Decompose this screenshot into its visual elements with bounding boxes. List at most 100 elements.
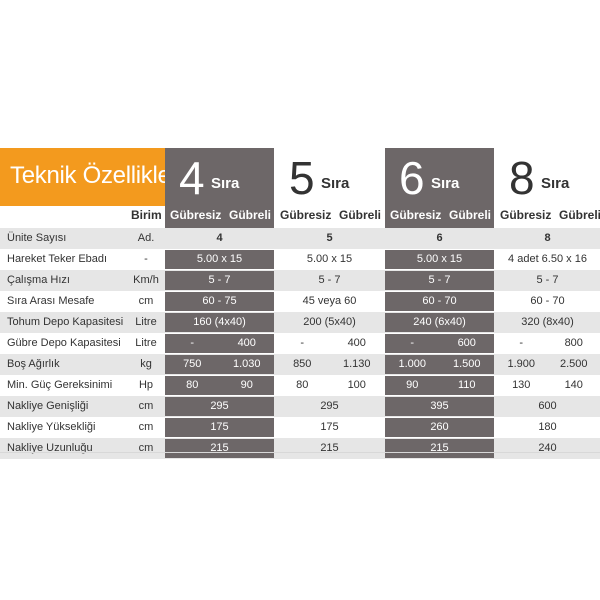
- row-label: Nakliye Genişliği: [7, 400, 89, 412]
- sub-gubreli-6: Gübreli: [449, 208, 492, 222]
- row-label: Nakliye Yüksekliği: [7, 421, 96, 433]
- cell-bg: [385, 397, 494, 416]
- row-label: Min. Güç Gereksinimi: [7, 379, 113, 391]
- cell-value: 6: [436, 232, 443, 244]
- cell-value: 295: [320, 400, 339, 412]
- cell-value: 60 - 70: [422, 295, 457, 307]
- cell-value-a: 90: [406, 379, 419, 391]
- cell-value: 4 adet 6.50 x 16: [508, 253, 587, 265]
- row-unit: -: [144, 253, 148, 265]
- model-8-sira: Sıra: [541, 175, 570, 192]
- row-label: Sıra Arası Mesafe: [7, 295, 95, 307]
- title-banner: [0, 148, 165, 206]
- cell-bg: [165, 313, 274, 332]
- cell-value-a: 1.900: [507, 358, 536, 370]
- model-4-number: 4: [179, 152, 205, 204]
- cell-value: 215: [320, 442, 339, 454]
- cell-value-a: 1.000: [398, 358, 427, 370]
- model-5-number: 5: [289, 152, 315, 204]
- cell-bg: [385, 439, 494, 458]
- cell-bg: [385, 334, 494, 353]
- cell-value: 45 veya 60: [302, 295, 357, 307]
- sub-gubresiz-5: Gübresiz: [280, 208, 332, 222]
- row-unit: cm: [138, 400, 154, 412]
- cell-value-b: 110: [457, 379, 476, 391]
- page-title: Teknik Özellikler: [10, 162, 179, 189]
- model-6-sira: Sıra: [431, 175, 460, 192]
- cell-bg: [385, 250, 494, 269]
- unit-header: Birim: [131, 208, 162, 222]
- sub-gubreli-4: Gübreli: [229, 208, 272, 222]
- cell-value: 5.00 x 15: [196, 253, 243, 265]
- cell-bg: [165, 271, 274, 290]
- cell-value: 200 (5x40): [303, 316, 356, 328]
- cell-value-b: 140: [564, 379, 583, 391]
- cell-value: 60 - 70: [530, 295, 565, 307]
- row-unit: Km/h: [133, 274, 159, 286]
- cell-bg: [165, 355, 274, 374]
- cell-value: 215: [430, 442, 449, 454]
- sub-gubresiz-8: Gübresiz: [500, 208, 552, 222]
- row-label: Hareket Teker Ebadı: [7, 253, 108, 265]
- cell-value: 5 - 7: [318, 274, 341, 286]
- cell-bg: [385, 376, 494, 395]
- model-4-sira: Sıra: [211, 175, 240, 192]
- cell-value: 5 - 7: [536, 274, 559, 286]
- cell-bg: [385, 292, 494, 311]
- cell-value-b: 600: [457, 337, 476, 349]
- cell-value: 260: [430, 421, 449, 433]
- cell-value-a: 80: [296, 379, 309, 391]
- row-label: Nakliye Uzunluğu: [7, 442, 93, 454]
- header-bg-model-4: [165, 148, 274, 228]
- cell-value: 295: [210, 400, 229, 412]
- row-unit: cm: [138, 442, 154, 454]
- cell-value-a: 850: [293, 358, 312, 370]
- cell-bg: [165, 292, 274, 311]
- cell-bg: [165, 439, 274, 458]
- cell-value-a: 130: [512, 379, 531, 391]
- cell-value: 395: [430, 400, 449, 412]
- row-label: Ünite Sayısı: [7, 232, 67, 244]
- row-unit: cm: [138, 295, 154, 307]
- cell-bg: [165, 250, 274, 269]
- row-label: Çalışma Hızı: [7, 274, 70, 286]
- cell-bg: [385, 355, 494, 374]
- cell-value: 4: [216, 232, 223, 244]
- cell-value-b: 1.130: [342, 358, 371, 370]
- cell-value: 5 - 7: [208, 274, 231, 286]
- cell-value-b: 1.030: [232, 358, 261, 370]
- cell-value-a: 80: [186, 379, 199, 391]
- sub-gubreli-5: Gübreli: [339, 208, 382, 222]
- cell-value: 175: [320, 421, 339, 433]
- table-row: [0, 228, 600, 249]
- model-6-number: 6: [399, 152, 425, 204]
- cell-bg: [165, 418, 274, 437]
- cell-value-a: -: [300, 337, 305, 349]
- cell-value: 5.00 x 15: [416, 253, 463, 265]
- cell-bg: [385, 313, 494, 332]
- cell-value: 5.00 x 15: [306, 253, 353, 265]
- row-unit: Litre: [135, 316, 157, 328]
- cell-value-b: 2.500: [559, 358, 588, 370]
- cell-bg: [165, 334, 274, 353]
- cell-value-b: 1.500: [452, 358, 481, 370]
- cell-bg: [165, 397, 274, 416]
- cell-value-b: 100: [347, 379, 366, 391]
- sub-gubresiz-4: Gübresiz: [170, 208, 222, 222]
- cell-value: 320 (8x40): [521, 316, 574, 328]
- cell-bg: [385, 418, 494, 437]
- header-bg-model-6: [385, 148, 494, 228]
- cell-value: 600: [538, 400, 557, 412]
- cell-value-b: 400: [237, 337, 256, 349]
- cell-value: 240: [538, 442, 557, 454]
- cell-value-a: -: [190, 337, 195, 349]
- cell-value: 180: [538, 421, 557, 433]
- cell-bg: [165, 376, 274, 395]
- cell-value: 175: [210, 421, 229, 433]
- cell-value-b: 400: [347, 337, 366, 349]
- model-8-number: 8: [509, 152, 535, 204]
- cell-value-a: 750: [183, 358, 202, 370]
- cell-value: 5: [326, 232, 333, 244]
- cell-value: 60 - 75: [202, 295, 237, 307]
- row-unit: kg: [140, 358, 152, 370]
